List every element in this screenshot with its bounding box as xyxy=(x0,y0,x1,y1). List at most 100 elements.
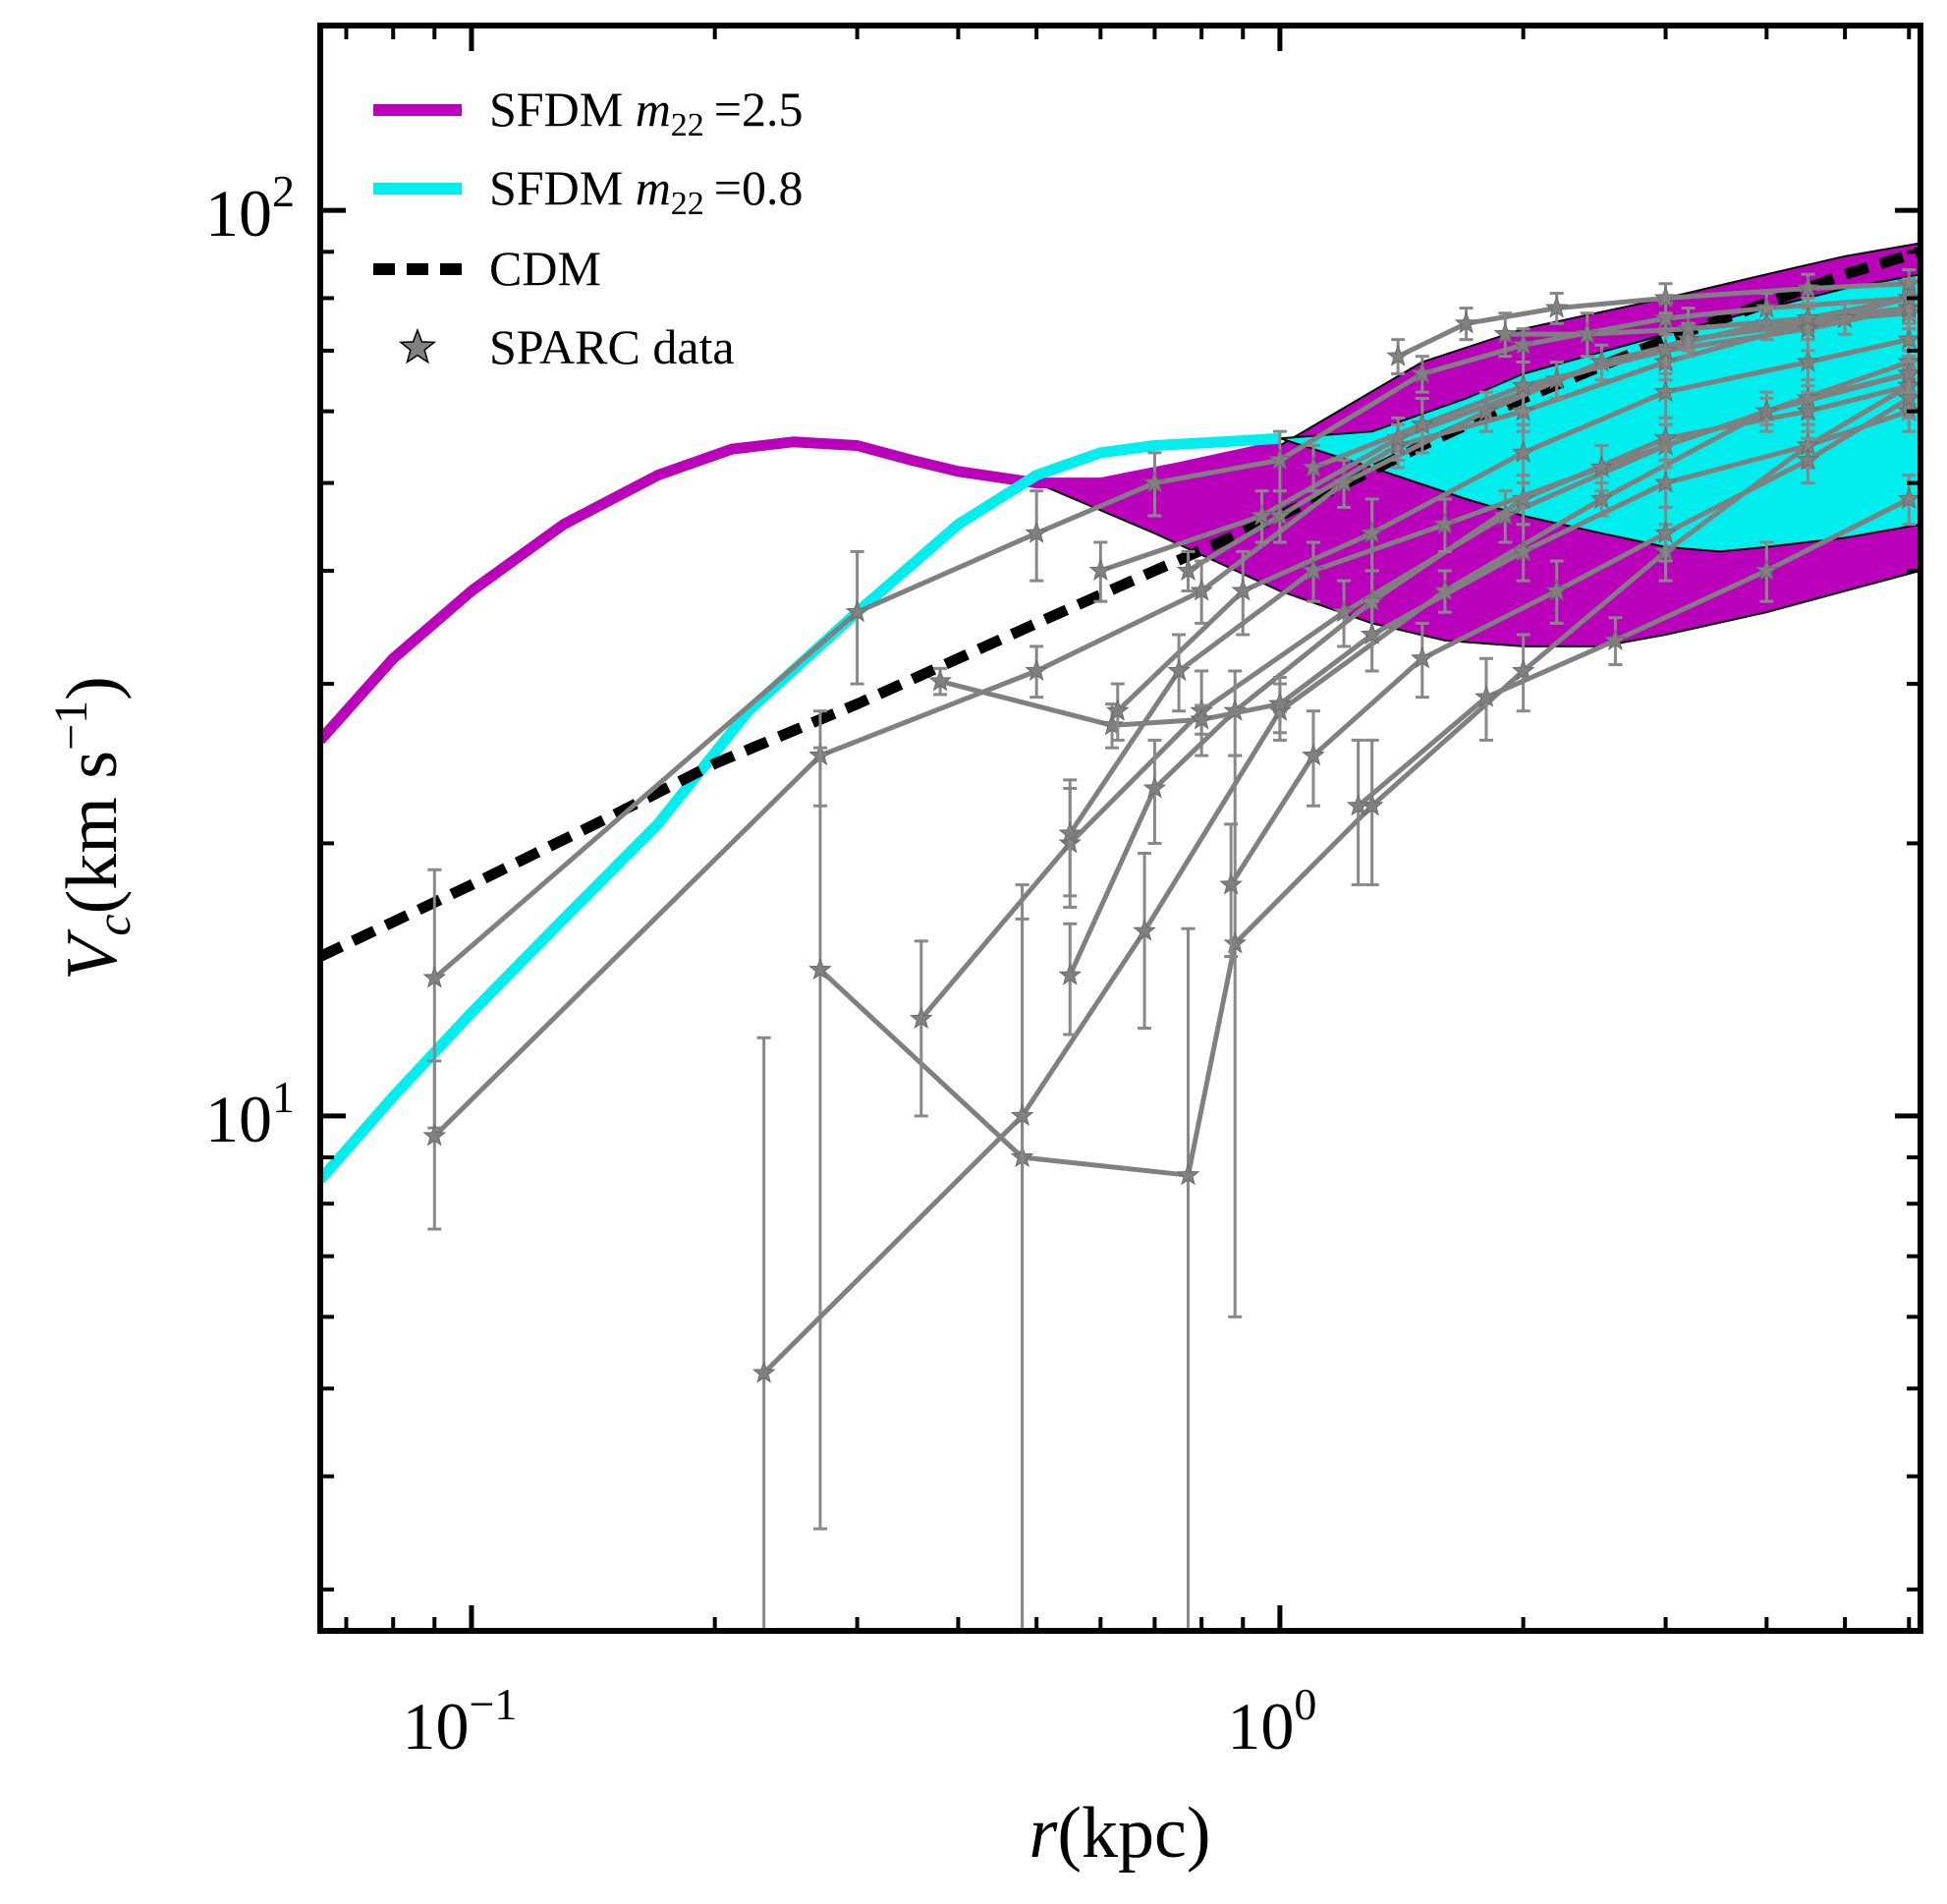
sparc-curve-7 xyxy=(1105,316,1920,742)
sparc-point xyxy=(1653,286,1678,308)
legend-item-cdm: CDM xyxy=(373,241,601,296)
sparc-point xyxy=(1653,379,1678,403)
sparc-point xyxy=(1360,521,1384,543)
sparc-point xyxy=(1796,447,1820,471)
svg-text:SFDM m22=2.5: SFDM m22 =2.5 xyxy=(489,82,804,143)
sparc-point xyxy=(1544,579,1569,601)
sparc-point xyxy=(1190,579,1213,601)
sparc-point xyxy=(1176,1162,1200,1186)
sparc-point xyxy=(1231,579,1255,601)
sparc-point xyxy=(1190,706,1213,730)
sparc-point xyxy=(1268,447,1292,471)
y-tick-label-1: 102 xyxy=(205,166,295,251)
y-axis-title: Vc(km s−1) xyxy=(45,676,140,980)
sparc-point xyxy=(1754,558,1779,581)
sparc-point xyxy=(1332,599,1356,623)
sparc-point xyxy=(1219,872,1243,895)
sparc-point xyxy=(1511,440,1535,463)
x-tick-labels: 10−1 100 xyxy=(402,1679,1316,1764)
sparc-point xyxy=(1360,622,1384,645)
sparc-point xyxy=(1796,276,1820,299)
sparc-point xyxy=(1302,743,1325,766)
sparc-point xyxy=(1653,471,1678,493)
sparc-point xyxy=(1100,712,1124,736)
sparc-point xyxy=(808,957,832,980)
sparc-point xyxy=(1897,486,1920,510)
sparc-point xyxy=(1511,538,1535,562)
sparc-point xyxy=(1302,455,1325,477)
sparc-point xyxy=(1897,327,1920,350)
x-tick-label-0: 10−1 xyxy=(402,1679,517,1764)
sparc-point xyxy=(1142,776,1167,799)
sparc-point xyxy=(1653,306,1678,329)
legend-item-sparc: SPARC data xyxy=(398,319,735,374)
x-tick-label-1: 100 xyxy=(1227,1679,1316,1764)
sparc-point xyxy=(1603,628,1628,650)
sparc-point xyxy=(1411,645,1434,669)
sparc-point xyxy=(1088,558,1113,581)
sparc-point xyxy=(1411,412,1434,435)
sparc-point xyxy=(751,1361,776,1383)
x-axis-title: r(kpc) xyxy=(1029,1793,1211,1874)
sparc-point xyxy=(1058,821,1083,844)
sparc-point xyxy=(1268,692,1292,714)
sparc-point xyxy=(1223,930,1248,954)
sparc-point xyxy=(1176,558,1200,581)
sparc-point xyxy=(928,668,952,692)
sparc-point xyxy=(1589,455,1614,477)
sparc-point xyxy=(1411,362,1434,384)
sparc-line xyxy=(432,296,1910,980)
sparc-point xyxy=(1653,521,1678,543)
star-icon xyxy=(398,327,437,364)
sparc-point xyxy=(1589,486,1614,510)
sparc-point xyxy=(1511,658,1535,682)
sparc-point xyxy=(1575,321,1599,345)
sparc-point xyxy=(909,1006,933,1030)
sparc-point xyxy=(1511,373,1535,396)
sparc-point xyxy=(1653,425,1678,449)
legend-item-sfdm-25: SFDM m22 =2.5 xyxy=(373,82,804,143)
axis-ticks xyxy=(320,26,1920,1631)
svg-text:CDM: CDM xyxy=(489,241,601,296)
sparc-point xyxy=(1493,321,1518,345)
sparc-point xyxy=(1544,296,1569,318)
sparc-point xyxy=(1302,558,1325,581)
sparc-point xyxy=(1346,793,1370,816)
sfdm-08-line xyxy=(320,432,1281,1184)
sparc-point xyxy=(1796,306,1820,329)
sparc-point xyxy=(1754,399,1779,421)
plot-frame xyxy=(317,23,1923,1634)
sparc-line xyxy=(1312,306,1910,471)
sparc-point xyxy=(1676,316,1700,339)
sparc-point xyxy=(1142,471,1167,493)
sparc-point xyxy=(1058,963,1083,985)
sparc-point xyxy=(1167,658,1191,682)
sfdm-25-line xyxy=(320,436,1282,745)
sparc-curve-8 xyxy=(1219,378,1920,959)
sparc-point xyxy=(1105,699,1130,721)
legend-item-sfdm-08: SFDM m22 =0.8 xyxy=(373,160,804,222)
sparc-point xyxy=(422,966,447,988)
sparc-point xyxy=(1250,503,1274,527)
svg-text:SPARC data: SPARC data xyxy=(489,319,735,374)
sparc-curve-0 xyxy=(422,282,1920,1130)
sparc-point xyxy=(1025,658,1048,682)
sparc-point xyxy=(1454,310,1478,334)
sparc-point xyxy=(1386,344,1410,366)
y-tick-label-0: 101 xyxy=(205,1072,295,1156)
sparc-curve-9 xyxy=(1058,355,1920,898)
sparc-point xyxy=(1511,332,1535,356)
sparc-point xyxy=(1897,362,1920,384)
sparc-point xyxy=(1433,512,1457,534)
sparc-point xyxy=(1025,521,1048,543)
sparc-point xyxy=(1493,503,1518,527)
sparc-point xyxy=(1474,685,1498,707)
sparc-data-group xyxy=(422,268,1920,1631)
legend: SFDM m22 =2.5 SFDM m22 =0.8 CDM SPARC data xyxy=(373,82,804,374)
sparc-point xyxy=(1653,338,1678,361)
sparc-point xyxy=(1796,399,1820,421)
sparc-point xyxy=(1010,1103,1034,1126)
sparc-point xyxy=(1133,919,1156,941)
svg-text:SFDM m22=0.8: SFDM m22 =0.8 xyxy=(489,160,804,222)
